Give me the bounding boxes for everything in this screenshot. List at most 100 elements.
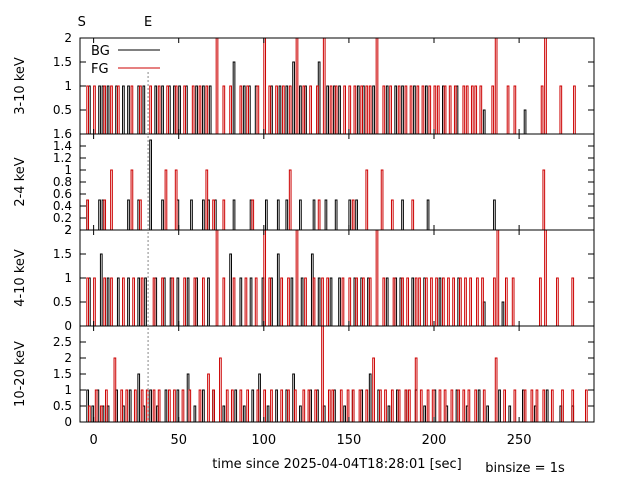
fg-bin (513, 389, 517, 422)
y-tick-label: 0.4 (53, 199, 72, 213)
fg-series-panel-2 (86, 169, 546, 230)
fg-bin (164, 169, 168, 230)
fg-bin (222, 277, 226, 326)
fg-bin (99, 405, 103, 422)
fg-bin (482, 389, 486, 422)
fg-bin (505, 277, 508, 326)
bg-bin (276, 199, 280, 230)
bg-bin (426, 199, 430, 230)
bg-bin (232, 199, 236, 230)
fg-bin (464, 277, 467, 326)
panel-1: 0.5 1 1.5 2 1.6 3-10 keV (13, 31, 595, 141)
fg-bin (280, 277, 284, 326)
fg-bin (571, 389, 575, 422)
y-tick-label: 0 (64, 319, 72, 333)
bg-bin (161, 85, 164, 134)
y-tick-label: 2 (64, 31, 72, 45)
bg-bin (229, 253, 232, 326)
fg-bin (293, 389, 297, 422)
fg-bin (183, 277, 187, 326)
fg-bin (365, 389, 369, 422)
fg-bin (561, 389, 564, 422)
fg-bin (314, 389, 318, 422)
bg-bin (401, 85, 404, 134)
fg-bin (103, 277, 107, 326)
fg-bin (202, 277, 205, 326)
bg-bin (98, 199, 101, 230)
fg-bin (375, 37, 379, 134)
bg-bin (242, 405, 246, 422)
bg-bin (438, 277, 442, 326)
bg-bin (292, 61, 295, 134)
fg-bin (438, 389, 442, 422)
fg-bin (426, 389, 430, 422)
bg-bin (127, 277, 130, 326)
fg-bin (171, 277, 175, 326)
bg-bin (208, 85, 212, 134)
fg-bin (375, 229, 379, 326)
fg-bin (246, 389, 249, 422)
fg-series-panel-1 (86, 37, 576, 134)
fg-bin (404, 389, 408, 422)
y-tick-label: 0.2 (53, 211, 72, 225)
bg-bin (299, 85, 302, 134)
fg-bin (215, 229, 219, 326)
fg-bin (462, 389, 466, 422)
fg-bin (222, 199, 226, 230)
fg-bin (161, 277, 164, 326)
fg-bin (288, 85, 292, 134)
bg-bin (372, 85, 375, 134)
fg-bin (140, 389, 144, 422)
fg-bin (157, 389, 161, 422)
y-tick-label: 2.5 (53, 335, 72, 349)
fg-bin (215, 37, 219, 134)
bg-bin (425, 85, 428, 134)
x-tick-label: 200 (422, 433, 447, 448)
fg-bin (230, 389, 234, 422)
bg-bin (178, 85, 181, 134)
x-tick-label: 50 (170, 433, 187, 448)
bg-bin (401, 199, 404, 230)
fg-bin (205, 85, 209, 134)
fg-bin (542, 169, 546, 230)
marker-label: E (144, 15, 152, 30)
fg-bin (494, 37, 498, 134)
fg-bin (188, 389, 192, 422)
bg-bin (299, 199, 302, 230)
fg-bin (431, 389, 435, 422)
fg-bin (110, 277, 113, 326)
y-tick-label: 0.5 (53, 399, 72, 413)
bg-bin (394, 85, 398, 134)
fg-bin (329, 85, 333, 134)
x-tick-label: 250 (507, 433, 532, 448)
bg-bin (299, 405, 302, 422)
fg-bin (103, 85, 107, 134)
bg-bin (278, 85, 282, 134)
fg-bin (365, 85, 369, 134)
fg-bin (418, 277, 421, 326)
bg-bin (275, 389, 278, 422)
fg-bin (544, 37, 547, 134)
fg-bin (321, 325, 324, 422)
bg-bin (193, 405, 197, 422)
fg-bin (530, 389, 534, 422)
bg-bin (477, 389, 481, 422)
y-axis-label: 10-20 keV (13, 341, 28, 407)
fg-bin (496, 229, 500, 326)
bg-bin (202, 199, 205, 230)
y-tick-label: 1 (64, 383, 72, 397)
fg-bin (348, 277, 352, 326)
fg-bin (556, 277, 559, 326)
panel-4: 0 0.5 1 1.5 2 2.5 10-20 keV (13, 325, 595, 429)
fg-bin (379, 389, 382, 422)
fg-bin (304, 277, 307, 326)
fg-bin (392, 277, 396, 326)
fg-bin (465, 85, 469, 134)
fg-bin (280, 389, 284, 422)
y-tick-label: 1.5 (53, 247, 72, 261)
fg-bin (130, 169, 134, 230)
fg-bin (263, 389, 267, 422)
fg-bin (573, 85, 576, 134)
bg-bin (324, 199, 328, 230)
fg-bin (362, 277, 365, 326)
